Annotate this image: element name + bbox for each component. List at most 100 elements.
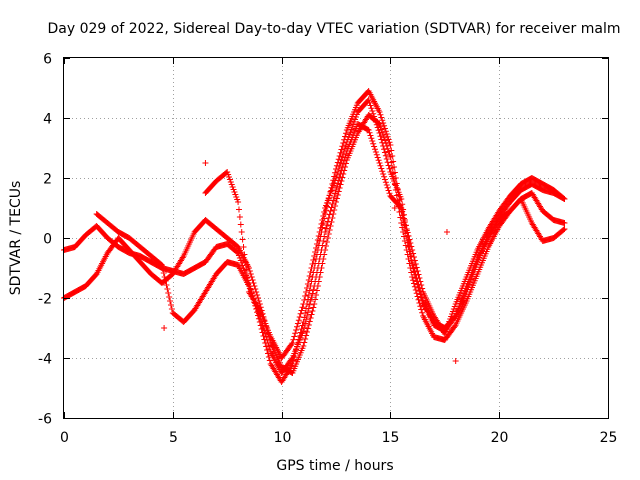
- data-point: [380, 132, 387, 138]
- data-point: [168, 306, 175, 312]
- data-point: [561, 220, 568, 226]
- data-point: [164, 286, 171, 292]
- data-point: [376, 130, 383, 136]
- data-point: [409, 259, 416, 265]
- data-point: [302, 320, 309, 327]
- data-point: [443, 229, 450, 235]
- data-point: [336, 153, 343, 159]
- data-point: [317, 251, 324, 258]
- data-point: [413, 264, 420, 271]
- data-point: [393, 192, 400, 199]
- data-point: [301, 297, 308, 303]
- data-point: [338, 157, 345, 163]
- data-point: [336, 185, 343, 191]
- data-point: [166, 294, 173, 300]
- data-point: [334, 169, 341, 175]
- data-point: [401, 217, 408, 223]
- data-point: [375, 127, 382, 134]
- data-point: [385, 187, 392, 194]
- data-point: [297, 310, 304, 317]
- data-point: [409, 274, 416, 280]
- data-point: [328, 204, 335, 211]
- data-point: [323, 222, 330, 228]
- data-point: [162, 278, 169, 284]
- data-point: [262, 331, 269, 337]
- data-point: [382, 128, 389, 135]
- data-point: [418, 306, 425, 313]
- data-point: [318, 221, 325, 227]
- data-point: [386, 139, 393, 146]
- data-point: [379, 129, 386, 136]
- data-point: [300, 328, 307, 334]
- data-point: [288, 356, 295, 363]
- data-point: [293, 327, 300, 333]
- data-point: [385, 136, 392, 143]
- data-point: [320, 238, 327, 244]
- data-point: [417, 303, 424, 310]
- data-point: [306, 318, 313, 325]
- data-point: [339, 164, 346, 171]
- data-point: [386, 165, 393, 172]
- data-point: [382, 179, 389, 186]
- data-point: [336, 163, 343, 169]
- data-point: [315, 260, 322, 267]
- data-point: [303, 329, 310, 335]
- data-point: [385, 148, 392, 155]
- data-point: [403, 247, 410, 253]
- data-point: [307, 269, 314, 275]
- data-point: [412, 287, 419, 293]
- data-point: [341, 148, 348, 154]
- data-point: [321, 209, 328, 215]
- data-point: [294, 323, 301, 330]
- data-point: [412, 272, 419, 278]
- data-point: [240, 244, 247, 250]
- data-point: [369, 138, 376, 144]
- data-point: [301, 339, 308, 346]
- data-point: [365, 97, 372, 103]
- data-point: [408, 269, 415, 276]
- data-point: [377, 123, 384, 130]
- data-point: [254, 292, 261, 298]
- data-point: [368, 135, 375, 142]
- data-point: [380, 171, 387, 177]
- data-point: [337, 149, 344, 156]
- data-point: [411, 283, 418, 290]
- data-point: [304, 281, 311, 287]
- data-point: [401, 211, 407, 218]
- data-point: [325, 215, 332, 221]
- data-point: [249, 277, 256, 283]
- data-point: [239, 236, 246, 243]
- data-point: [403, 227, 410, 234]
- data-point: [321, 233, 328, 240]
- data-point: [414, 278, 421, 285]
- data-point: [238, 229, 245, 235]
- data-point: [339, 154, 346, 160]
- data-point: [412, 261, 419, 267]
- data-point: [374, 124, 381, 131]
- data-point: [235, 199, 242, 205]
- data-point: [375, 157, 382, 164]
- data-point: [161, 325, 168, 331]
- data-point: [288, 341, 295, 348]
- data-point: [378, 136, 385, 143]
- data-point: [303, 285, 310, 291]
- data-point: [416, 285, 423, 291]
- data-point: [305, 322, 312, 328]
- data-point: [265, 340, 271, 346]
- data-point: [314, 265, 321, 271]
- data-point: [251, 283, 258, 289]
- data-point: [289, 340, 296, 346]
- data-point: [371, 146, 378, 153]
- data-point: [342, 145, 349, 151]
- data-point: [236, 214, 243, 220]
- data-point: [310, 304, 317, 311]
- data-point: [253, 289, 260, 295]
- data-point: [326, 211, 333, 218]
- data-point: [309, 261, 316, 267]
- data-point: [410, 277, 417, 284]
- data-point: [243, 266, 250, 273]
- data-point: [323, 239, 330, 245]
- data-point: [308, 265, 315, 271]
- y-tick-label: 6: [43, 52, 52, 68]
- data-point: [307, 315, 314, 321]
